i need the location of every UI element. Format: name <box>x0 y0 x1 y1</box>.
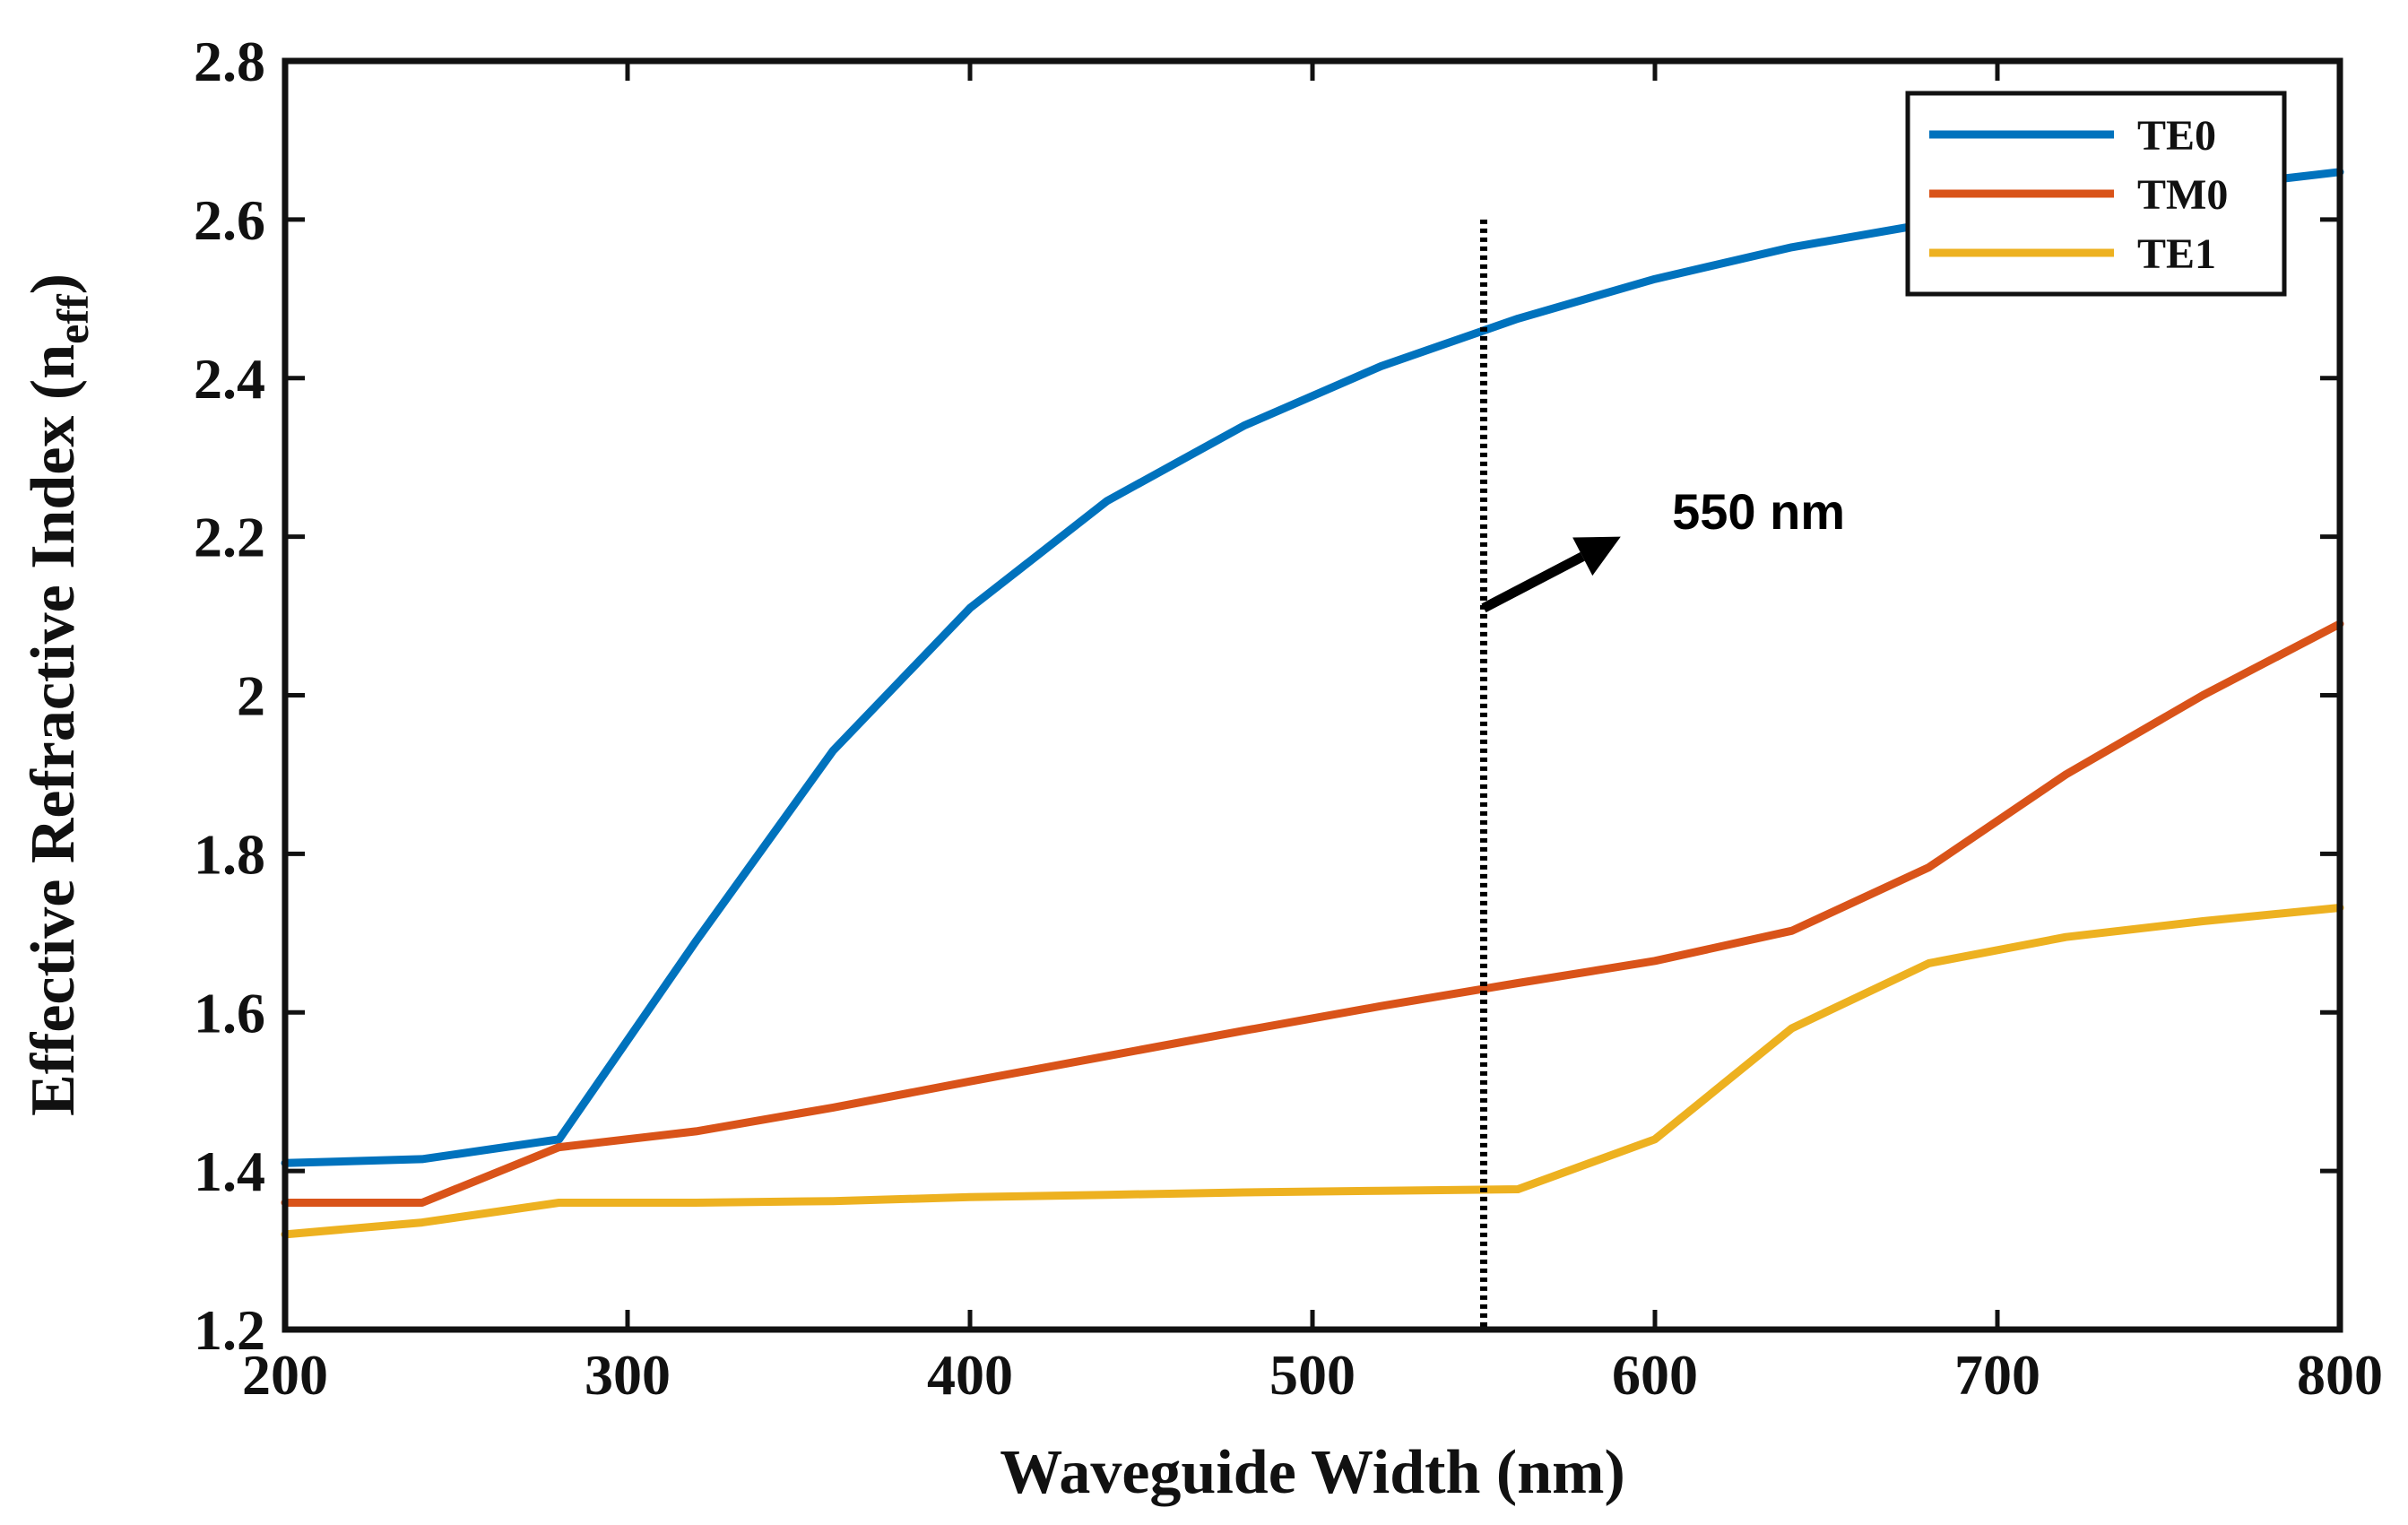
series-line-te1 <box>281 904 2344 1239</box>
x-tick-label: 800 <box>2297 1343 2383 1407</box>
x-tick-labels: 200 300 400 500 600 700 800 <box>242 1343 2383 1407</box>
y-tick-label: 1.4 <box>194 1139 265 1203</box>
x-tick-label: 500 <box>1269 1343 1356 1407</box>
y-tick-label: 2.4 <box>194 347 265 411</box>
annotation-layer: 550 nm <box>1480 219 1845 1330</box>
y-tick-label: 1.8 <box>194 822 265 886</box>
y-tick-label: 2.2 <box>194 506 265 569</box>
legend-label-tm0: TM0 <box>2137 171 2228 219</box>
series-line-tm0 <box>281 620 2344 1207</box>
y-tick-labels: 1.2 1.4 1.6 1.8 2 2.2 2.4 2.6 2.8 <box>194 30 265 1362</box>
x-tick-label: 200 <box>242 1343 328 1407</box>
legend-label-te0: TE0 <box>2137 112 2216 160</box>
y-axis-title-subscript: eff <box>48 293 98 344</box>
y-tick-label: 2.6 <box>194 188 265 252</box>
y-tick-label: 2 <box>237 664 265 728</box>
y-axis-title: Effective Refractive Index (neff) <box>19 273 98 1116</box>
legend: TE0 TM0 TE1 <box>1905 91 2287 297</box>
x-tick-label: 300 <box>585 1343 671 1407</box>
annotation-arrow-shaft <box>1481 551 1585 613</box>
x-tick-label: 400 <box>927 1343 1013 1407</box>
plot-frame <box>282 57 2343 1333</box>
x-tick-label: 600 <box>1612 1343 1698 1407</box>
y-tick-label: 1.2 <box>194 1298 265 1362</box>
y-tick-label: 2.8 <box>194 30 265 93</box>
x-axis-title: Waveguide Width (nm) <box>1000 1438 1625 1507</box>
annotation-arrow-head <box>1572 536 1621 576</box>
y-tick-label: 1.6 <box>194 981 265 1044</box>
x-tick-label: 700 <box>1954 1343 2040 1407</box>
legend-label-te1: TE1 <box>2137 230 2216 278</box>
annotation-label: 550 nm <box>1672 483 1845 540</box>
